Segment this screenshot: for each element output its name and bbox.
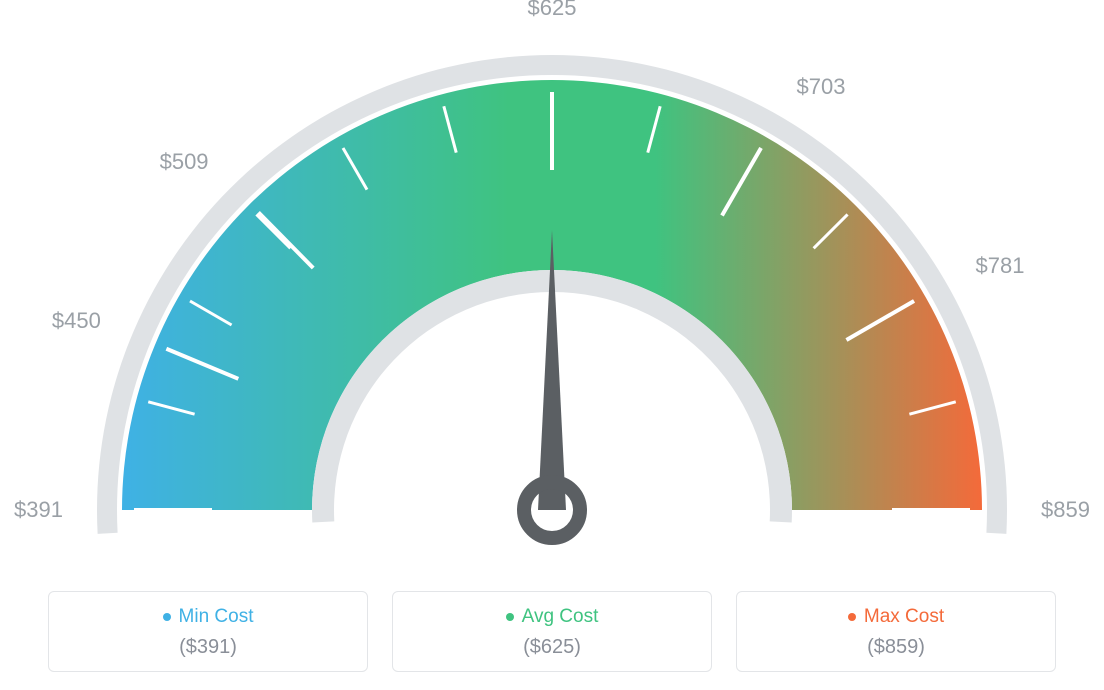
legend-value-avg: ($625) [403,636,701,659]
cost-gauge: $391 $450 $509 $625 $703 $781 $859 [0,0,1104,560]
gauge-tick-label: $509 [160,149,209,175]
dot-icon [848,613,856,621]
legend-value-min: ($391) [59,636,357,659]
legend-card-min: Min Cost ($391) [48,591,368,672]
gauge-tick-label: $781 [975,253,1024,279]
dot-icon [506,613,514,621]
legend-card-avg: Avg Cost ($625) [392,591,712,672]
gauge-tick-label: $625 [528,0,577,21]
legend-title-avg: Avg Cost [522,606,599,628]
legend-title-max: Max Cost [864,606,944,628]
legend-title-min: Min Cost [179,606,254,628]
legend-row: Min Cost ($391) Avg Cost ($625) Max Cost… [0,591,1104,672]
dot-icon [163,613,171,621]
legend-card-max: Max Cost ($859) [736,591,1056,672]
gauge-tick-label: $450 [52,308,101,334]
legend-value-max: ($859) [747,636,1045,659]
gauge-svg [42,10,1062,570]
gauge-tick-label: $703 [797,74,846,100]
gauge-tick-label: $859 [1041,497,1090,523]
gauge-tick-label: $391 [14,497,63,523]
